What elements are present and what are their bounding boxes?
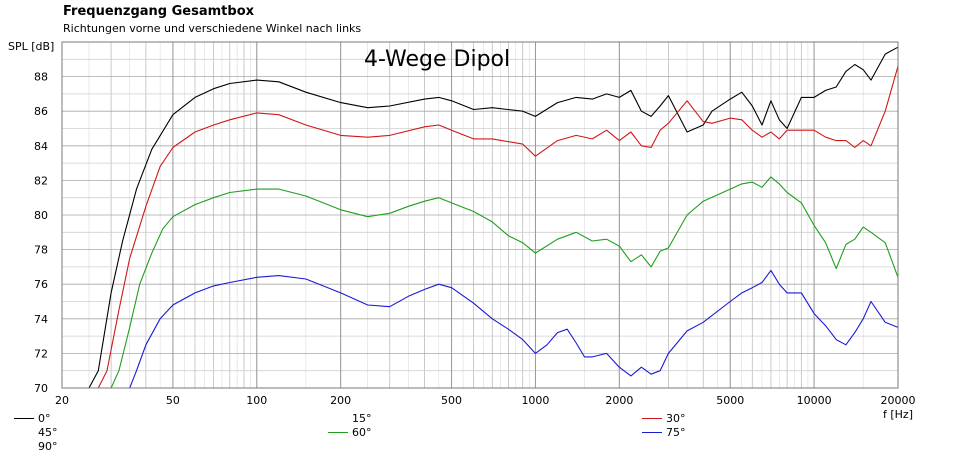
legend-label-60: 60° [352, 426, 372, 439]
y-tick-label: 82 [34, 174, 48, 187]
legend-item-15: 15° [352, 412, 372, 425]
legend-label-90: 90° [38, 440, 58, 453]
y-tick-label: 78 [34, 244, 48, 257]
x-tick-label: 20 [55, 394, 69, 407]
y-tick-label: 84 [34, 140, 48, 153]
legend-label-45: 45° [38, 426, 58, 439]
x-tick-label: 1000 [521, 394, 549, 407]
legend-swatch-30 [642, 418, 662, 419]
chart-subtitle: Richtungen vorne und verschiedene Winkel… [63, 22, 362, 35]
series-line-2 [62, 176, 899, 389]
legend-label-30: 30° [666, 412, 686, 425]
legend-label-0: 0° [38, 412, 51, 425]
x-tick-label: 500 [441, 394, 462, 407]
chart-title: Frequenzgang Gesamtbox [63, 4, 255, 19]
y-tick-label: 70 [34, 382, 48, 395]
x-tick-label: 50 [166, 394, 180, 407]
y-tick-label: 80 [34, 209, 48, 222]
series-line-1 [62, 66, 899, 389]
y-tick-label: 76 [34, 278, 48, 291]
y-tick-label: 86 [34, 105, 48, 118]
plot-frame [61, 41, 899, 389]
y-tick-label: 72 [34, 347, 48, 360]
y-axis-label: SPL [dB] [8, 40, 55, 53]
legend-swatch-60 [328, 432, 348, 433]
legend-swatch-0 [14, 418, 34, 419]
series-line-0 [62, 46, 899, 389]
y-tick-label: 88 [34, 71, 48, 84]
series-layer [62, 46, 899, 389]
legend-item-60: 60° [328, 426, 372, 439]
axis-layer: 20 50 100 200 500 1000 2000 5000 10000 20000 70 72 7… [34, 41, 916, 421]
x-tick-label: 200 [330, 394, 351, 407]
x-tick-label: 2000 [605, 394, 633, 407]
legend-label-15: 15° [352, 412, 372, 425]
legend-label-75: 75° [666, 426, 686, 439]
x-tick-label: 20000 [881, 394, 916, 407]
series-line-3 [62, 269, 899, 389]
legend-item-45: 45° [38, 426, 58, 439]
x-axis-label: f [Hz] [883, 408, 913, 421]
legend-item-0: 0° [14, 412, 51, 425]
y-tick-label: 74 [34, 313, 48, 326]
legend-swatch-75 [642, 432, 662, 433]
legend-item-75: 75° [642, 426, 686, 439]
x-tick-label: 10000 [797, 394, 832, 407]
x-tick-label: 5000 [716, 394, 744, 407]
legend-item-30: 30° [642, 412, 686, 425]
annotation-text: 4-Wege Dipol [364, 47, 511, 72]
x-tick-label: 100 [246, 394, 267, 407]
legend-item-90: 90° [38, 440, 58, 453]
